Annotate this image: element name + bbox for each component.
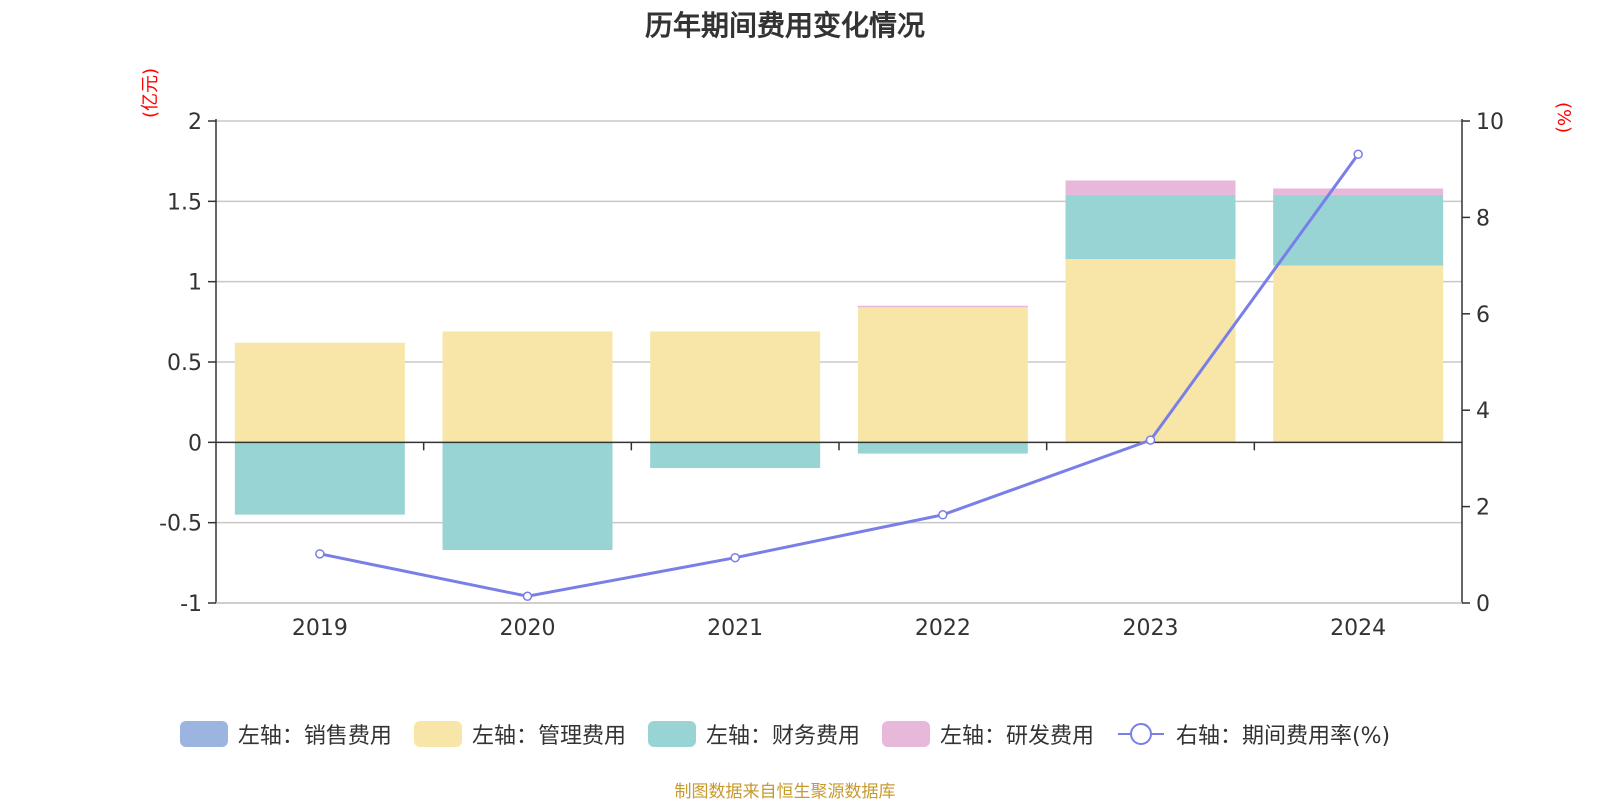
rate-point-2022 bbox=[938, 510, 948, 520]
x-tick-label: 2024 bbox=[1330, 616, 1386, 641]
legend-swatch-rnd bbox=[881, 721, 930, 747]
left-tick-label: 0 bbox=[188, 431, 202, 456]
legend-label-rate: 右轴：期间费用率(%) bbox=[1175, 724, 1391, 749]
legend-label-sales: 左轴：销售费用 bbox=[237, 724, 392, 749]
axes: 2 1.5 1 0.5 0 -0.5 -1 10 8 6 4 2 0 2019 2020 2021 2022 20… bbox=[159, 110, 1504, 641]
right-tick-label: 4 bbox=[1476, 399, 1490, 424]
left-tick-label: 2 bbox=[188, 110, 202, 135]
legend-swatch-finance bbox=[647, 721, 696, 747]
legend-item-finance[interactable]: 左轴：财务费用 bbox=[647, 718, 860, 750]
x-tick-label: 2023 bbox=[1123, 616, 1179, 641]
rate-point-2021 bbox=[730, 552, 740, 563]
bar-2022-series-2 bbox=[857, 442, 1028, 454]
legend-label-finance: 左轴：财务费用 bbox=[705, 724, 860, 749]
bar-2020-series-1 bbox=[442, 331, 613, 443]
right-tick-label: 0 bbox=[1476, 592, 1490, 617]
bar-layer bbox=[234, 180, 1444, 550]
left-tick-label: -0.5 bbox=[159, 512, 202, 537]
rate-point-2020 bbox=[522, 591, 533, 602]
left-tick-label: 1.5 bbox=[167, 190, 202, 215]
rate-line bbox=[319, 153, 1360, 598]
rate-point-2024 bbox=[1353, 149, 1363, 160]
bar-2021-series-2 bbox=[650, 442, 821, 469]
x-tick-label: 2020 bbox=[500, 616, 556, 641]
left-tick-label: 1 bbox=[188, 271, 202, 296]
bar-2023-series-2 bbox=[1065, 194, 1236, 260]
x-tick-label: 2021 bbox=[707, 616, 763, 641]
x-tick-label: 2022 bbox=[915, 616, 971, 641]
legend-item-rnd[interactable]: 左轴：研发费用 bbox=[881, 718, 1094, 750]
left-tick-label: -1 bbox=[180, 592, 202, 617]
bar-2022-series-3 bbox=[857, 305, 1028, 308]
bar-2019-series-2 bbox=[234, 442, 405, 515]
right-tick-label: 8 bbox=[1476, 206, 1490, 231]
legend-line-circle-icon bbox=[1117, 723, 1164, 745]
bar-2019-series-1 bbox=[234, 342, 405, 443]
legend: 左轴：销售费用 左轴：管理费用 左轴：财务费用 左轴：研发费用 右轴：期间费用率… bbox=[0, 718, 1570, 750]
right-tick-label: 10 bbox=[1476, 110, 1504, 135]
bar-2023-series-3 bbox=[1065, 180, 1236, 195]
bar-2020-series-2 bbox=[442, 442, 613, 550]
x-tick-label: 2019 bbox=[292, 616, 348, 641]
bar-2021-series-1 bbox=[650, 331, 821, 443]
bar-2022-series-1 bbox=[857, 307, 1028, 443]
right-tick-label: 6 bbox=[1476, 303, 1490, 328]
bar-2024-series-2 bbox=[1273, 194, 1444, 266]
bar-2024-series-3 bbox=[1273, 188, 1444, 195]
legend-swatch-admin bbox=[413, 721, 462, 747]
chart-title: 历年期间费用变化情况 bbox=[644, 9, 925, 42]
chart-plot: 2 1.5 1 0.5 0 -0.5 -1 10 8 6 4 2 0 2019 2020 2021 2022 20… bbox=[159, 110, 1504, 641]
legend-item-admin[interactable]: 左轴：管理费用 bbox=[413, 718, 626, 750]
legend-swatch-sales bbox=[179, 721, 228, 747]
rate-point-2019 bbox=[315, 549, 325, 559]
left-tick-label: 0.5 bbox=[167, 351, 202, 376]
rate-line-layer bbox=[315, 149, 1363, 602]
legend-label-rnd: 左轴：研发费用 bbox=[939, 724, 1094, 749]
bar-2023-series-1 bbox=[1065, 259, 1236, 443]
data-source-note: 制图数据来自恒生聚源数据库 bbox=[674, 782, 896, 802]
legend-item-sales[interactable]: 左轴：销售费用 bbox=[179, 718, 392, 750]
rate-point-2023 bbox=[1145, 435, 1156, 445]
legend-item-rate[interactable]: 右轴：期间费用率(%) bbox=[1116, 718, 1390, 750]
legend-label-admin: 左轴：管理费用 bbox=[471, 724, 626, 749]
right-tick-label: 2 bbox=[1476, 496, 1490, 521]
bar-2024-series-1 bbox=[1273, 265, 1444, 443]
